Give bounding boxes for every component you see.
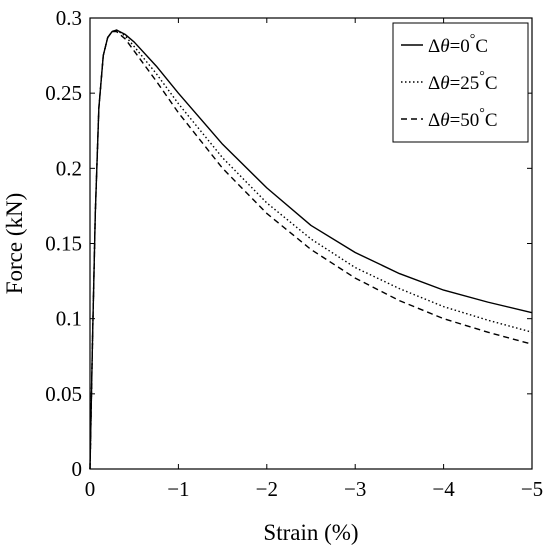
x-tick-label: −4 [432,477,455,501]
y-tick-label: 0.1 [56,307,82,331]
series-line-3 [89,30,533,470]
series-line-1 [89,29,533,470]
y-tick-label: 0.15 [45,232,82,256]
legend-label-2: Δθ=25°C [428,69,498,94]
y-tick-label: 0.3 [56,6,82,30]
plot-frame [89,17,533,470]
legend-label-1: Δθ=0°C [428,32,488,57]
series-layer [89,29,533,470]
x-tick-label: 0 [85,477,96,501]
x-tick-label: −1 [167,477,189,501]
y-tick-label: 0.25 [45,81,82,105]
y-tick-label: 0.2 [56,156,82,180]
y-tick-label: 0 [72,457,83,481]
x-tick-label: −2 [256,477,278,501]
legend: Δθ=0°C Δθ=25°C Δθ=50°C [392,22,529,143]
y-tick-label: 0.05 [45,382,82,406]
x-axis-label: Strain (%) [263,520,358,545]
legend-label-3: Δθ=50°C [428,106,498,131]
tick-label-layer: 0 −1 −2 −3 −4 −5 0 0.05 0.1 0.15 0.2 0.25 0.3 [45,6,543,501]
legend-box [392,22,529,143]
y-axis-label: Force (kN) [2,193,27,295]
x-tick-label: −5 [521,477,543,501]
x-tick-label: −3 [344,477,366,501]
series-line-2 [89,29,533,470]
